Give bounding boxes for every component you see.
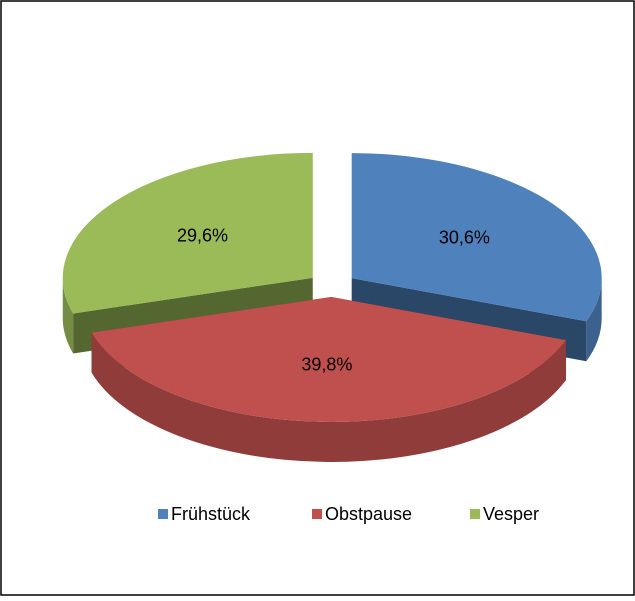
legend-label: Obstpause xyxy=(325,504,412,524)
slice-wall xyxy=(586,278,602,362)
legend-label: Vesper xyxy=(483,504,539,524)
slice-wall xyxy=(91,332,566,462)
legend-swatch xyxy=(312,509,322,519)
data-label: 39,8% xyxy=(301,354,352,374)
data-label: 29,6% xyxy=(177,225,228,245)
slice xyxy=(91,296,566,422)
slice-wall xyxy=(62,277,74,354)
data-label: 30,6% xyxy=(439,228,490,248)
slice xyxy=(351,153,602,322)
legend-label: Frühstück xyxy=(171,504,251,524)
legend-swatch xyxy=(158,509,168,519)
slice xyxy=(62,152,313,314)
legend-swatch xyxy=(470,509,480,519)
